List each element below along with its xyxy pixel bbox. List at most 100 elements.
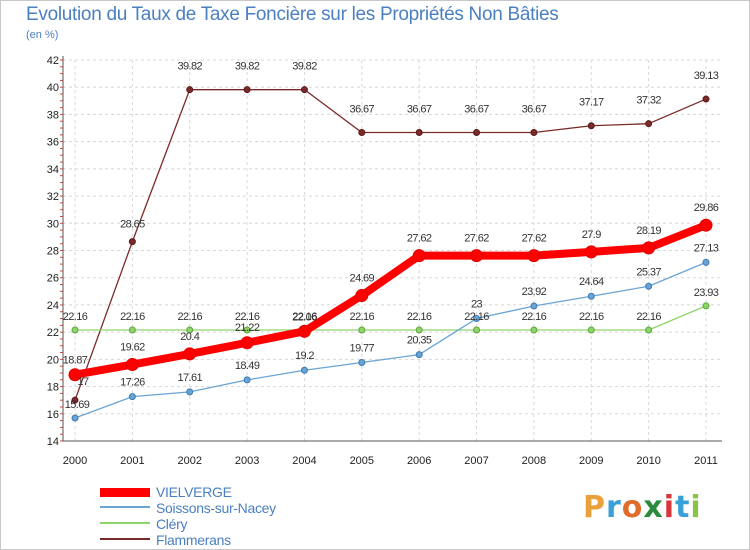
legend-swatch-soissons-sur-nacey (100, 506, 150, 508)
y-tick-label: 38 (47, 109, 59, 121)
data-point-cl-ry (587, 326, 595, 334)
data-label-soissons-sur-nacey: 25.37 (636, 266, 661, 278)
data-point-flammerans (243, 86, 251, 94)
x-tick-label: 2002 (177, 455, 201, 467)
data-label-soissons-sur-nacey: 23.92 (522, 286, 547, 298)
data-label-flammerans: 39.82 (235, 61, 260, 73)
data-label-flammerans: 39.82 (292, 61, 317, 73)
data-label-soissons-sur-nacey: 19.77 (350, 342, 375, 354)
y-tick-label: 18 (47, 382, 59, 394)
data-label-soissons-sur-nacey: 17.61 (177, 372, 202, 384)
data-point-soissons-sur-nacey (128, 393, 136, 401)
data-point-vielverge (355, 289, 369, 303)
y-tick-label: 26 (47, 273, 59, 285)
data-label-cl-ry: 22.16 (350, 311, 375, 323)
data-label-flammerans: 36.67 (522, 104, 547, 116)
data-point-flammerans (530, 129, 538, 137)
legend-swatch-flammerans (100, 538, 150, 540)
legend-label-vielverge: VIELVERGE (156, 484, 232, 500)
data-label-vielverge: 22.06 (292, 311, 317, 323)
x-tick-label: 2007 (464, 455, 488, 467)
data-point-soissons-sur-nacey (300, 366, 308, 374)
data-label-vielverge: 27.62 (464, 233, 489, 245)
x-tick-label: 2009 (579, 455, 603, 467)
data-label-flammerans: 36.67 (407, 104, 432, 116)
data-point-flammerans (128, 238, 136, 246)
series-line-flammerans (74, 89, 707, 401)
data-point-soissons-sur-nacey (530, 302, 538, 310)
data-point-soissons-sur-nacey (358, 358, 366, 366)
x-tick-label: 2005 (350, 455, 374, 467)
data-label-cl-ry: 22.16 (579, 311, 604, 323)
data-point-vielverge (240, 336, 254, 350)
y-tick-label: 30 (47, 218, 59, 230)
data-point-soissons-sur-nacey (473, 315, 481, 323)
x-tick-label: 2001 (120, 455, 144, 467)
series-lines (68, 86, 713, 422)
data-point-flammerans (473, 129, 481, 137)
logo-letter: x (643, 490, 664, 525)
data-point-vielverge (183, 347, 197, 361)
data-label-flammerans: 17 (77, 376, 89, 388)
data-label-cl-ry: 22.16 (522, 311, 547, 323)
legend-label-flammerans: Flammerans (156, 532, 231, 548)
data-label-soissons-sur-nacey: 18.49 (235, 360, 260, 372)
legend-swatch-clery (100, 522, 150, 524)
data-label-flammerans: 36.67 (350, 104, 375, 116)
x-tick-label: 2003 (235, 455, 259, 467)
data-label-flammerans: 37.32 (636, 95, 661, 107)
data-label-soissons-sur-nacey: 19.2 (295, 350, 314, 362)
data-point-cl-ry (702, 302, 710, 310)
data-point-flammerans (358, 129, 366, 137)
data-label-cl-ry: 22.16 (120, 311, 145, 323)
legend-label-soissons-sur-nacey: Soissons-sur-Nacey (156, 500, 276, 516)
data-point-soissons-sur-nacey (702, 258, 710, 266)
data-point-flammerans (71, 396, 79, 404)
data-point-vielverge (642, 241, 656, 255)
data-point-cl-ry (71, 326, 79, 334)
x-tick-label: 2000 (63, 455, 87, 467)
data-label-vielverge: 24.69 (350, 273, 375, 285)
legend-label-clery: Cléry (156, 516, 188, 532)
data-label-cl-ry: 22.16 (464, 311, 489, 323)
data-label-flammerans: 39.13 (694, 70, 719, 82)
data-label-soissons-sur-nacey: 23 (471, 299, 483, 311)
y-tick-label: 24 (47, 300, 59, 312)
logo-letter: t (675, 490, 691, 525)
y-tick-label: 42 (47, 55, 59, 67)
data-point-soissons-sur-nacey (71, 414, 79, 422)
y-tick-label: 20 (47, 354, 59, 366)
data-point-flammerans (587, 122, 595, 130)
data-point-flammerans (186, 86, 194, 94)
data-label-flammerans: 39.82 (177, 61, 202, 73)
data-point-vielverge (125, 358, 139, 372)
data-point-soissons-sur-nacey (587, 292, 595, 300)
data-label-vielverge: 27.62 (407, 233, 432, 245)
data-point-soissons-sur-nacey (243, 376, 251, 384)
data-point-vielverge (297, 324, 311, 338)
x-tick-label: 2011 (694, 455, 718, 467)
series-line-soissons-sur-nacey (74, 261, 707, 419)
data-point-vielverge (527, 249, 541, 263)
data-label-flammerans: 28.65 (120, 219, 145, 231)
data-point-flammerans (300, 86, 308, 94)
data-label-soissons-sur-nacey: 17.26 (120, 377, 145, 389)
data-point-cl-ry (645, 326, 653, 334)
x-tick-labels: 2000 2001 2002 2003 2004 2005 2006 2007 2008 2009… (63, 455, 718, 467)
data-point-cl-ry (530, 326, 538, 334)
logo-letter: o (621, 490, 644, 525)
data-label-cl-ry: 23.93 (694, 287, 719, 299)
data-label-cl-ry: 22.16 (292, 311, 317, 323)
data-label-soissons-sur-nacey: 27.13 (694, 242, 719, 254)
data-point-cl-ry (358, 326, 366, 334)
data-label-cl-ry: 22.16 (235, 311, 260, 323)
data-point-vielverge (412, 249, 426, 263)
data-point-flammerans (702, 95, 710, 103)
data-label-soissons-sur-nacey: 24.64 (579, 276, 604, 288)
data-point-vielverge (68, 368, 82, 382)
y-tick-label: 34 (47, 164, 59, 176)
data-label-flammerans: 37.17 (579, 97, 604, 109)
data-label-vielverge: 28.19 (636, 225, 661, 237)
data-point-cl-ry (186, 326, 194, 334)
